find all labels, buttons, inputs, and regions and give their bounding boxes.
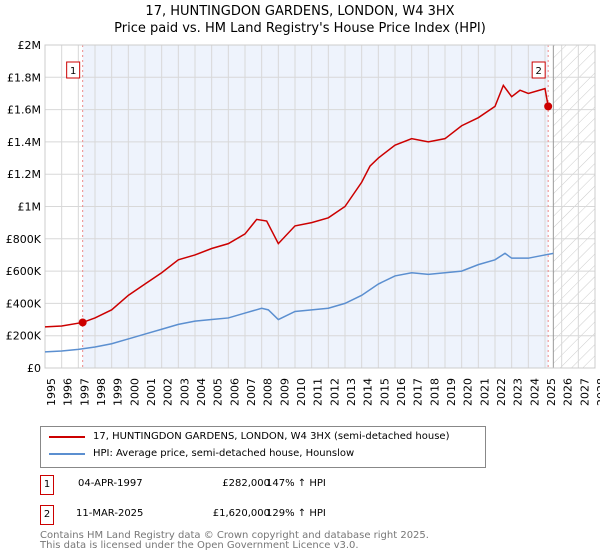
x-tick-label: 2010 [295,378,308,406]
legend-label-property: 17, HUNTINGDON GARDENS, LONDON, W4 3HX (… [93,431,450,442]
x-tick-label: 2028 [595,378,600,406]
x-tick-label: 2002 [162,378,175,406]
x-tick-label: 2006 [228,378,241,406]
x-tick-label: 2014 [362,378,375,406]
sale-date: 04-APR-1997 [78,478,143,489]
x-tick-label: 2027 [578,378,591,406]
footer: Contains HM Land Registry data © Crown c… [40,531,429,551]
y-tick-label: £1.6M [7,104,41,117]
y-tick-label: £600K [6,265,42,278]
x-tick-label: 2024 [528,378,541,406]
sale-row-1: 1 04-APR-1997 £282,000 147% ↑ HPI [40,475,440,495]
sale-label: 1 [70,66,76,77]
plot-frame [44,44,596,369]
sale-date: 11-MAR-2025 [76,508,144,519]
x-tick-label: 2016 [395,378,408,406]
x-tick-label: 2020 [462,378,475,406]
y-tick-label: £1.4M [7,136,41,149]
x-tick-label: 2013 [345,378,358,406]
sale-badge: 1 [40,475,54,495]
property-price-line [44,83,549,328]
x-tick-label: 1998 [95,378,108,406]
x-tick-label: 1999 [112,378,125,406]
x-tick-label: 2004 [195,378,208,406]
y-tick-label: £800K [6,233,42,246]
chart-title: 17, HUNTINGDON GARDENS, LONDON, W4 3HX [145,4,455,19]
x-tick-label: 2018 [428,378,441,406]
legend-swatch-hpi [49,452,85,455]
x-tick-label: 2023 [512,378,525,406]
sale-hpi: 147% ↑ HPI [266,478,326,489]
legend-label-hpi: HPI: Average price, semi-detached house,… [93,448,355,459]
price-chart: 1995 1996 1997 1998 1999 2000 2001 2002 2003 2004… [6,39,600,406]
footer-line-1: Contains HM Land Registry data © Crown c… [40,530,429,541]
x-tick-label: 2007 [245,378,258,406]
x-tick-label: 2021 [478,378,491,406]
x-tick-label: 2026 [562,378,575,406]
y-tick-label: £1.2M [7,168,41,181]
y-tick-label: £1.8M [7,71,41,84]
y-tick-label: £400K [6,297,42,310]
sale-point [544,102,553,111]
x-tick-label: 2000 [128,378,141,406]
y-tick-label: £0 [27,362,41,375]
sale-label-box [66,61,81,79]
x-tick-label: 2022 [495,378,508,406]
x-tick-label: 2008 [262,378,275,406]
x-tick-label: 1996 [62,378,75,406]
y-tick-label: £1M [18,201,42,214]
sale-label: 2 [535,66,541,77]
x-tick-label: 2001 [145,378,158,406]
legend-swatch-property [49,435,85,438]
sale-label-box [531,61,546,79]
legend: 17, HUNTINGDON GARDENS, LONDON, W4 3HX (… [40,426,486,468]
x-tick-label: 2009 [278,378,291,406]
x-tick-label: 2003 [178,378,191,406]
sale-badge: 2 [40,505,54,525]
sale-price: £1,620,000 [212,508,270,519]
sale-row-2: 2 11-MAR-2025 £1,620,000 129% ↑ HPI [40,505,440,525]
x-tick-label: 1997 [78,378,91,406]
x-tick-label: 2017 [412,378,425,406]
sale-price: £282,000 [222,478,270,489]
footer-line-2: This data is licensed under the Open Gov… [40,540,359,551]
x-tick-label: 2011 [312,378,325,406]
x-tick-label: 2005 [212,378,225,406]
y-tick-label: £200K [6,330,42,343]
x-tick-label: 2015 [378,378,391,406]
chart-subtitle: Price paid vs. HM Land Registry's House … [114,21,486,36]
x-tick-label: 2025 [545,378,558,406]
x-tick-label: 2012 [328,378,341,406]
hpi-line [44,252,554,353]
sale-point [78,318,87,327]
x-tick-label: 2019 [445,378,458,406]
x-tick-label: 1995 [45,378,58,406]
sale-hpi: 129% ↑ HPI [266,508,326,519]
y-tick-label: £2M [18,39,42,52]
